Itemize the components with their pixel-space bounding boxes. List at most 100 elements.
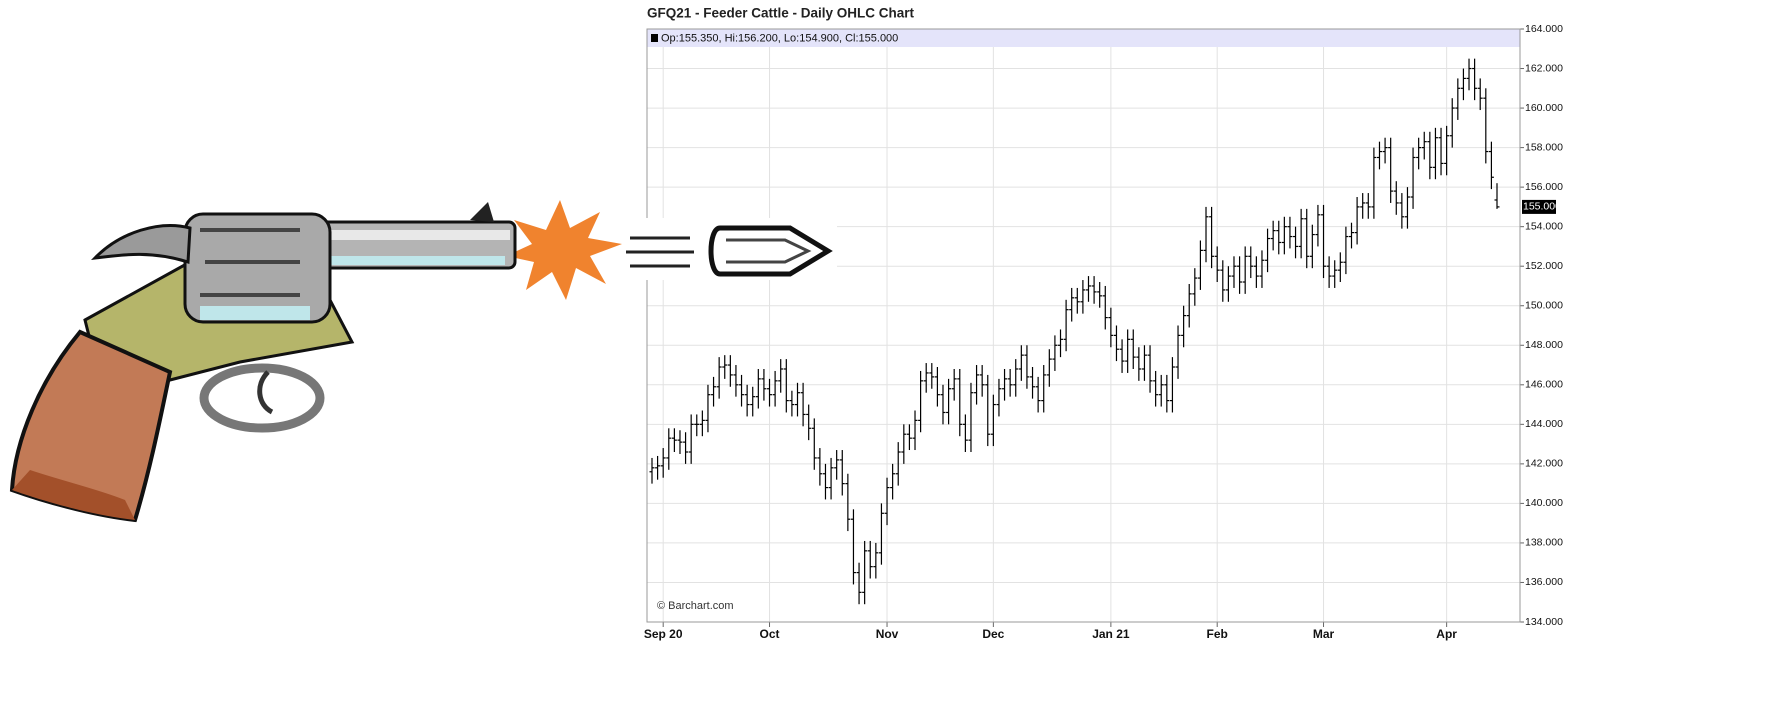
ohlc-bar xyxy=(1114,326,1119,362)
y-tick-label: 150.000 xyxy=(1525,300,1563,312)
ohlc-bar xyxy=(991,395,996,446)
ohlc-bar xyxy=(907,424,912,450)
ohlc-bar xyxy=(946,379,951,424)
ohlc-bar xyxy=(834,450,839,480)
ohlc-bar xyxy=(1237,256,1242,294)
ohlc-bar xyxy=(1013,359,1018,397)
barrel-shine xyxy=(320,230,510,240)
plot-frame xyxy=(647,29,1520,622)
ohlc-bar xyxy=(801,383,806,426)
ohlc-bar xyxy=(1176,326,1181,379)
ohlc-bar xyxy=(722,355,727,379)
ohlc-bar xyxy=(1265,229,1270,272)
x-tick-label: Dec xyxy=(982,627,1004,641)
ohlc-bar xyxy=(677,430,682,454)
ohlc-bar xyxy=(1461,69,1466,101)
ohlc-bar xyxy=(1394,181,1399,215)
ohlc-bar xyxy=(1411,148,1416,209)
ohlc-bar xyxy=(1427,132,1432,179)
ohlc-bar xyxy=(773,371,778,407)
ohlc-bar xyxy=(1103,286,1108,329)
ohlc-bar xyxy=(890,464,895,500)
ohlc-bar xyxy=(1315,205,1320,247)
ohlc-bar xyxy=(1254,256,1259,288)
ohlc-bar xyxy=(873,543,878,579)
ohlc-bar xyxy=(1086,276,1091,302)
ohlc-bar xyxy=(1164,375,1169,413)
barrel-reflection xyxy=(330,256,505,265)
ohlc-bar xyxy=(1343,227,1348,274)
ohlc-bar xyxy=(1321,205,1326,278)
ohlc-bar xyxy=(728,355,733,387)
ohlc-bar xyxy=(1041,365,1046,412)
hammer xyxy=(95,226,190,262)
ohlc-bar xyxy=(868,541,873,579)
ohlc-bar xyxy=(683,432,688,464)
ohlc-bar xyxy=(885,478,890,525)
ohlc-bar xyxy=(1192,268,1197,306)
ohlc-bar xyxy=(1282,217,1287,255)
ohlc-bar xyxy=(784,359,789,412)
x-tick-label: Sep 20 xyxy=(644,627,683,641)
ohlc-bar xyxy=(1075,288,1080,314)
ohlc-bar xyxy=(1231,256,1236,288)
ohlc-bar xyxy=(1148,345,1153,392)
y-tick-label: 164.000 xyxy=(1525,23,1563,35)
ohlc-bar xyxy=(1455,78,1460,120)
ohlc-bar xyxy=(1125,329,1130,372)
ohlc-bar xyxy=(745,385,750,417)
y-tick-label: 136.000 xyxy=(1525,576,1563,588)
x-tick-label: Apr xyxy=(1436,627,1457,641)
ohlc-bar xyxy=(1377,142,1382,170)
ohlc-bar xyxy=(879,503,884,564)
ohlc-bar xyxy=(1355,197,1360,244)
ohlc-bar xyxy=(1483,88,1488,163)
revolver-illustration xyxy=(12,200,837,520)
y-tick-label: 156.000 xyxy=(1525,181,1563,193)
ohlc-bar xyxy=(823,464,828,500)
page: Op:155.350, Hi:156.200, Lo:154.900, Cl:1… xyxy=(0,0,1765,723)
ohlc-bar xyxy=(901,424,906,464)
ohlc-bar xyxy=(1030,367,1035,399)
y-tick-label: 144.000 xyxy=(1525,418,1563,430)
ohlc-bar xyxy=(980,365,985,397)
ohlc-bar xyxy=(1405,187,1410,229)
ohlc-bar xyxy=(1399,193,1404,229)
credit: © Barchart.com xyxy=(657,600,734,612)
muzzle-flash xyxy=(506,200,622,300)
ohlc-bar xyxy=(1472,59,1477,101)
ohlc-bar xyxy=(1276,221,1281,255)
ohlc-bar xyxy=(1092,276,1097,304)
ohlc-bar xyxy=(851,509,856,584)
ohlc-bar xyxy=(1024,345,1029,388)
ohlc-bar xyxy=(1248,246,1253,278)
ohlc-bar xyxy=(1058,329,1063,357)
y-tick-label: 154.000 xyxy=(1525,220,1563,232)
ohlc-bar xyxy=(1052,335,1057,371)
ohlc-bar xyxy=(1287,217,1292,249)
ohlc-bar xyxy=(1259,250,1264,288)
x-tick-label: Jan 21 xyxy=(1092,627,1130,641)
ohlc-bar xyxy=(1131,329,1136,369)
ohlc-bar xyxy=(1097,282,1102,308)
ohlc-bar xyxy=(756,369,761,409)
ohlc-bar xyxy=(1036,377,1041,413)
ohlc-bar xyxy=(913,410,918,450)
y-tick-label: 134.000 xyxy=(1525,616,1563,628)
x-tick-label: Nov xyxy=(876,627,899,641)
ohlc-bar xyxy=(963,414,968,452)
ohlc-bar xyxy=(1159,375,1164,407)
ohlc-bar xyxy=(1226,266,1231,302)
ohlc-bar xyxy=(1008,369,1013,397)
ohlc-bar xyxy=(1215,246,1220,282)
ohlc-bar xyxy=(1271,221,1276,251)
ohlc-bar xyxy=(968,383,973,452)
ohlc-bar xyxy=(1338,252,1343,282)
x-tick-label: Oct xyxy=(760,627,780,641)
ohlc-bar xyxy=(812,418,817,469)
ohlc-bar xyxy=(1478,78,1483,110)
ohlc-bar xyxy=(717,357,722,399)
chart-title: GFQ21 - Feeder Cattle - Daily OHLC Chart xyxy=(647,6,915,21)
last-price-label: 155.000 xyxy=(1523,201,1561,213)
ohlc-bar xyxy=(739,375,744,407)
